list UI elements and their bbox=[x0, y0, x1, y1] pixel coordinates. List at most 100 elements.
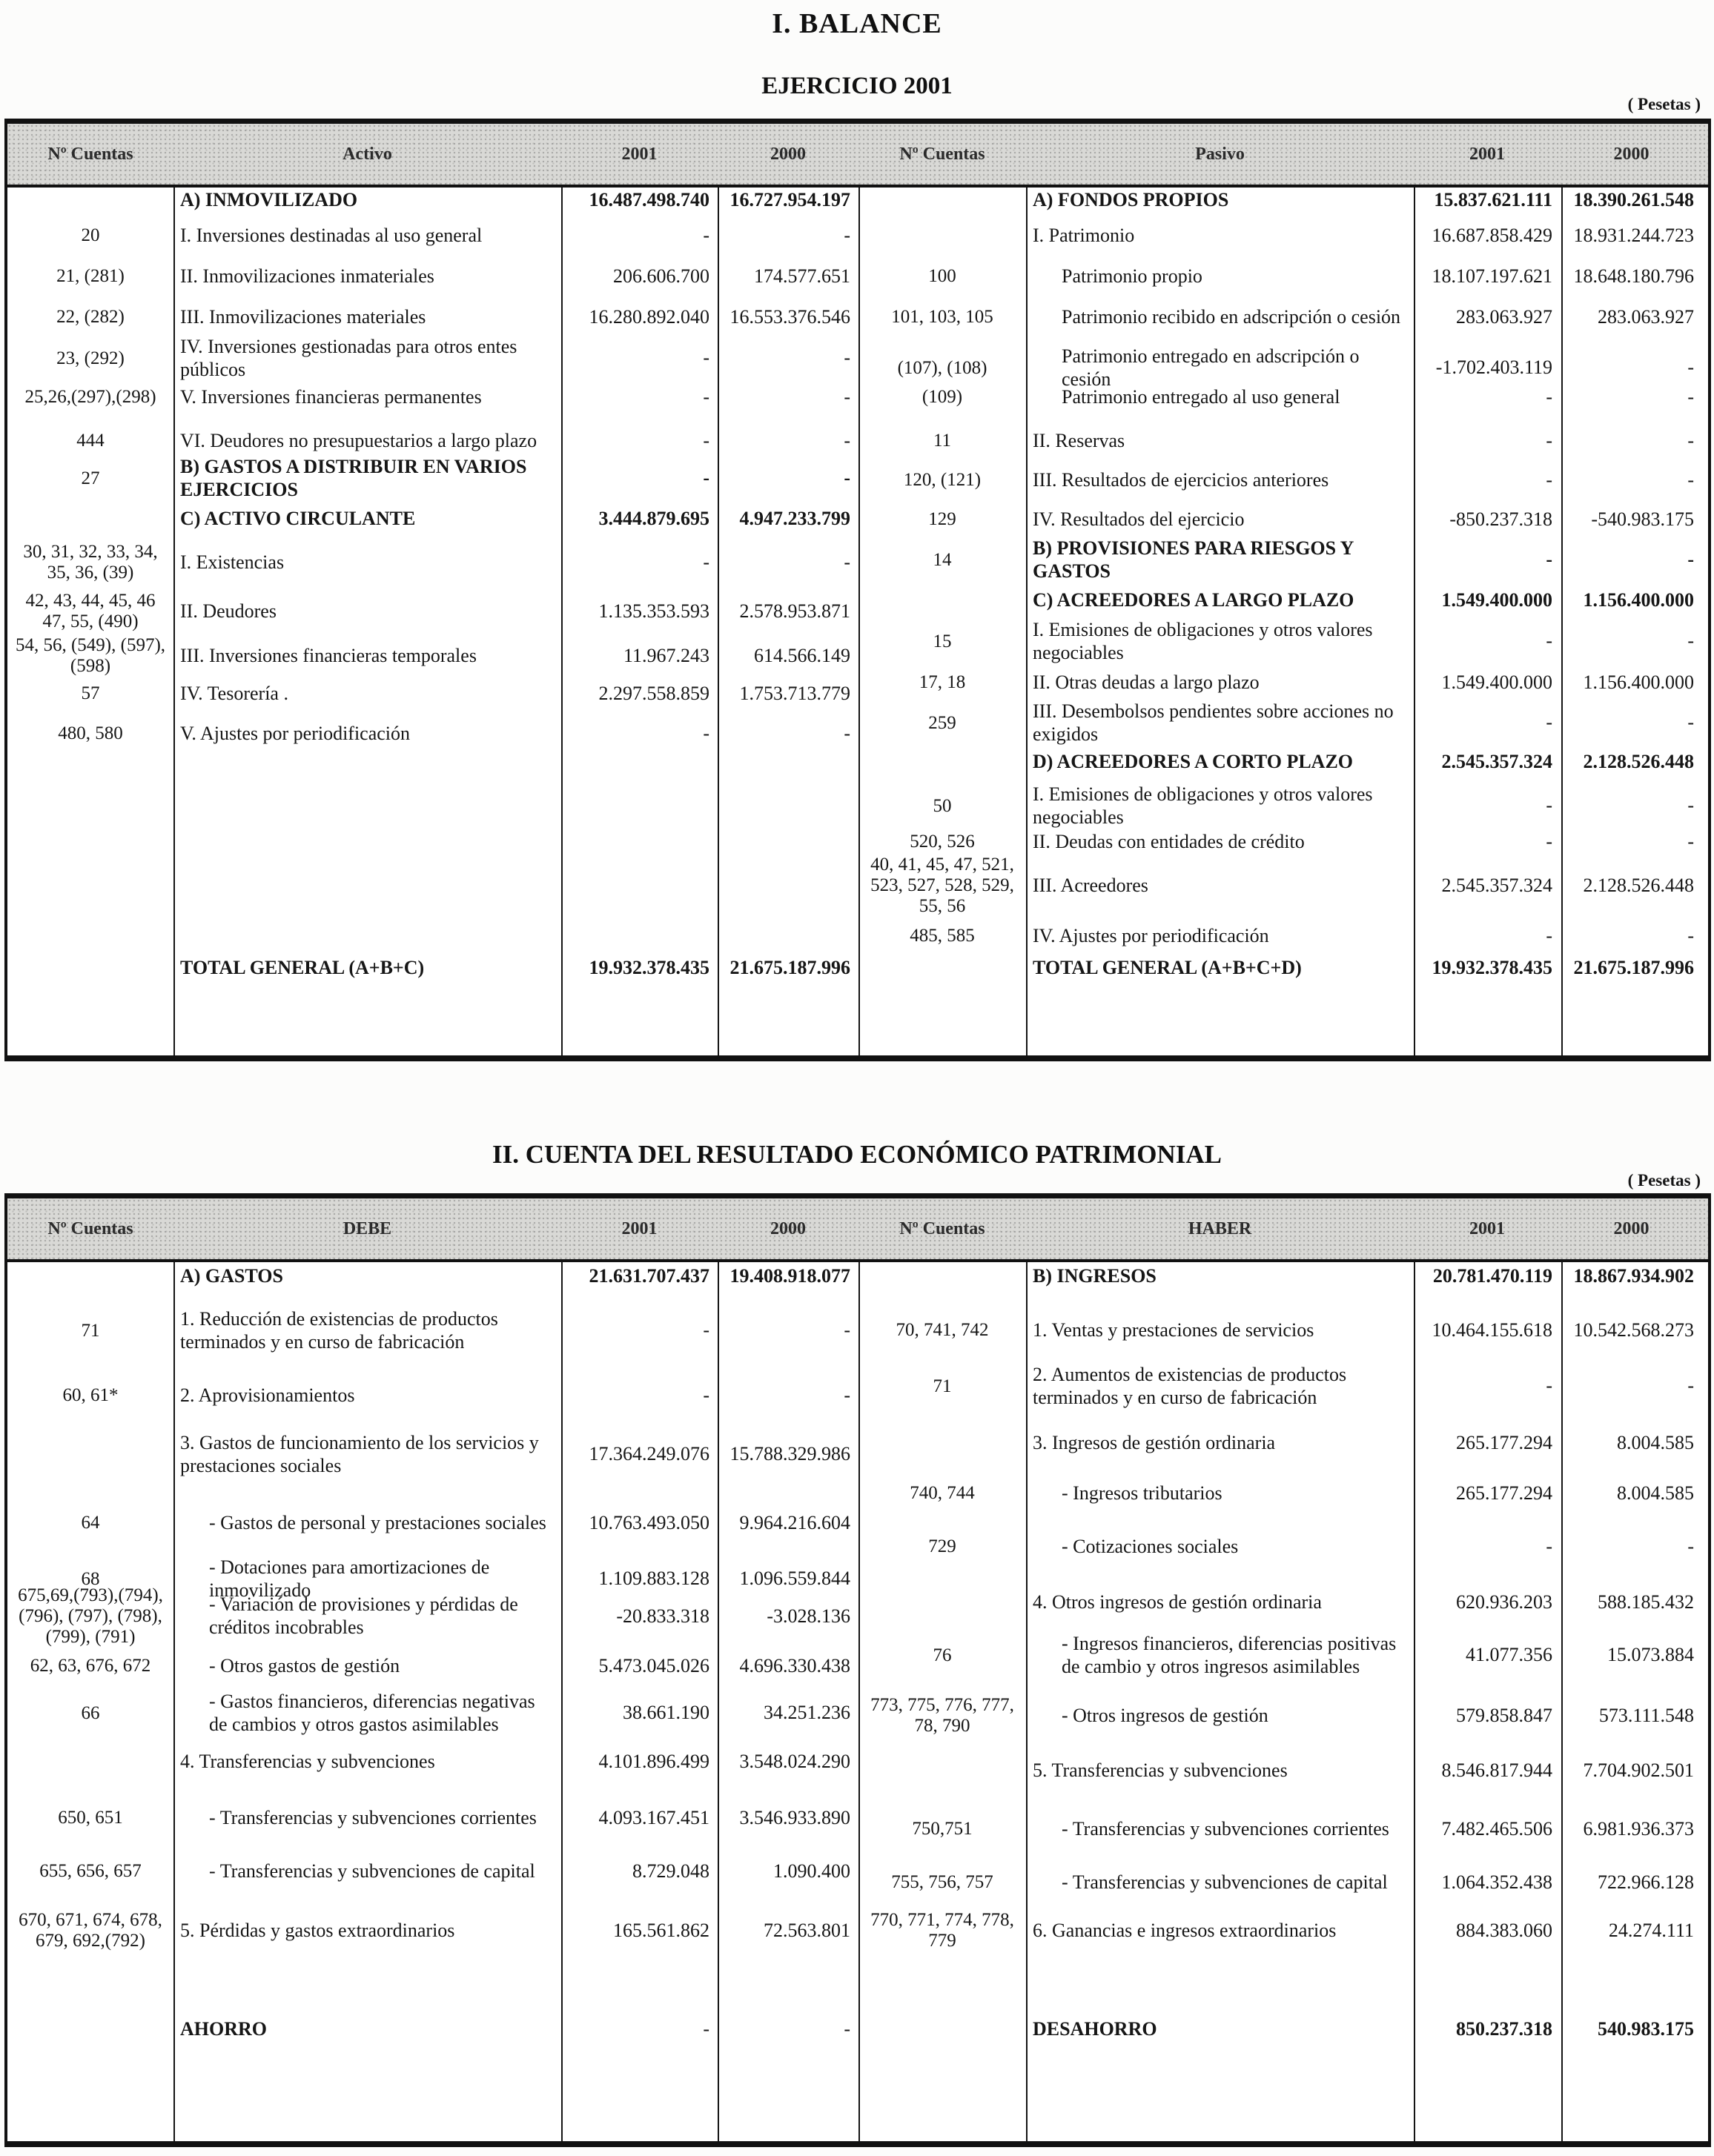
amount-2001-cell: - bbox=[1546, 712, 1552, 734]
cuentas-cell: 27 bbox=[81, 468, 100, 488]
cuentas-cell: 30, 31, 32, 33, 34, 35, 36, (39) bbox=[23, 542, 158, 583]
concept-cell: - Gastos de personal y prestaciones soci… bbox=[209, 1512, 546, 1533]
amount-2000-cell: 588.185.432 bbox=[1598, 1591, 1694, 1613]
cuentas-cell: 68 bbox=[81, 1568, 100, 1589]
amount-2001-cell: 850.237.318 bbox=[1456, 2018, 1552, 2040]
amount-2000-cell: 15.788.329.986 bbox=[729, 1443, 851, 1465]
amount-2000-cell: 34.251.236 bbox=[764, 1702, 850, 1724]
amount-2001-cell: 18.107.197.621 bbox=[1432, 265, 1553, 287]
amount-2000-cell: - bbox=[1687, 356, 1694, 379]
balance-table: Nº Cuentas Activo 2001 2000 Nº Cuentas P… bbox=[4, 119, 1711, 1061]
concept-cell: III. Resultados de ejercicios anteriores bbox=[1033, 469, 1329, 491]
amount-2000-cell: 8.004.585 bbox=[1617, 1432, 1694, 1453]
table-row: 485, 585 IV. Ajustes por periodificación -… bbox=[858, 925, 1702, 948]
amount-2001-cell: 10.763.493.050 bbox=[589, 1512, 710, 1533]
cuentas-cell: 76 bbox=[933, 1645, 952, 1665]
table-row: 675,69,(793),(794), (796), (797), (798),… bbox=[7, 1585, 858, 1648]
table-row: 64 - Gastos de personal y prestaciones so… bbox=[7, 1512, 858, 1535]
amount-2000-cell: 10.542.568.273 bbox=[1573, 1319, 1695, 1341]
concept-cell: I. Emisiones de obligaciones y otros val… bbox=[1033, 619, 1373, 663]
table-row: A) FONDOS PROPIOS 15.837.621.111 18.390.26… bbox=[858, 189, 1702, 212]
table-row: 101, 103, 105 Patrimonio recibido en adsc… bbox=[858, 306, 1702, 329]
section-2-title: II. CUENTA DEL RESULTADO ECONÓMICO PATRI… bbox=[492, 1140, 1222, 1169]
amount-2000-cell: - bbox=[1687, 630, 1694, 652]
header-2001: 2001 bbox=[621, 1218, 658, 1238]
concept-cell: Patrimonio propio bbox=[1062, 265, 1202, 287]
cuentas-cell: 22, (282) bbox=[56, 307, 125, 328]
concept-cell: C) ACREEDORES A LARGO PLAZO bbox=[1033, 589, 1354, 611]
header-2000: 2000 bbox=[1613, 1218, 1650, 1238]
concept-cell: - Transferencias y subvenciones de capit… bbox=[209, 1860, 535, 1882]
header-cuentas: Nº Cuentas bbox=[899, 144, 985, 164]
amount-2000-cell: - bbox=[1687, 831, 1694, 852]
table-row: 750,751 - Transferencias y subvenciones c… bbox=[858, 1818, 1702, 1841]
table-row: 20 I. Inversiones destinadas al uso gener… bbox=[7, 225, 858, 248]
table-row: I. Patrimonio 16.687.858.429 18.931.244.72… bbox=[858, 225, 1702, 248]
amount-2000-cell: 722.966.128 bbox=[1598, 1871, 1694, 1893]
column-divider bbox=[1026, 1198, 1028, 2141]
amount-2001-cell: -1.702.403.119 bbox=[1435, 356, 1552, 379]
concept-cell: - Otros ingresos de gestión bbox=[1062, 1704, 1268, 1726]
exercise-subtitle: EJERCICIO 2001 bbox=[761, 73, 953, 99]
header-cuentas: Nº Cuentas bbox=[47, 144, 133, 164]
table-row: DESAHORRO 850.237.318 540.983.175 bbox=[858, 2018, 1702, 2041]
amount-2001-cell: - bbox=[1546, 795, 1552, 817]
cuentas-cell bbox=[7, 1276, 173, 1277]
header-haber: HABER bbox=[1188, 1218, 1252, 1238]
amount-2001-cell: 16.487.498.740 bbox=[589, 189, 710, 210]
concept-cell: - Variación de provisiones y pérdidas de… bbox=[209, 1593, 518, 1638]
amount-2001-cell: - bbox=[703, 386, 709, 408]
column-divider bbox=[1561, 1198, 1563, 2141]
concept-cell: VI. Deudores no presupuestarios a largo … bbox=[180, 430, 537, 451]
amount-2000-cell: 72.563.801 bbox=[764, 1919, 850, 1941]
cuentas-cell: 773, 775, 776, 777, 78, 790 bbox=[870, 1695, 1014, 1736]
amount-2000-cell: 19.408.918.077 bbox=[729, 1265, 851, 1287]
currency-label: ( Pesetas ) bbox=[1627, 1171, 1701, 1190]
table-row: 3. Ingresos de gestión ordinaria 265.177.… bbox=[858, 1432, 1702, 1455]
table-row: 14 B) PROVISIONES PARA RIESGOS Y GASTOS - - bbox=[858, 537, 1702, 583]
amount-2000-cell: 18.390.261.548 bbox=[1573, 189, 1695, 210]
column-divider bbox=[173, 124, 175, 1055]
amount-2000-cell: - bbox=[1687, 548, 1694, 571]
amount-2000-cell: - bbox=[1687, 1375, 1694, 1397]
concept-cell: II. Otras deudas a largo plazo bbox=[1033, 671, 1260, 693]
amount-2000-cell: - bbox=[1687, 712, 1694, 734]
column-divider bbox=[1561, 124, 1563, 1055]
amount-2000-cell: 614.566.149 bbox=[754, 644, 850, 666]
amount-2001-cell: -20.833.318 bbox=[616, 1605, 709, 1627]
amount-2001-cell: 4.093.167.451 bbox=[598, 1807, 710, 1828]
cuentas-cell: 70, 741, 742 bbox=[896, 1320, 989, 1341]
amount-2000-cell: 21.675.187.996 bbox=[1573, 957, 1695, 978]
amount-2001-cell: 16.280.892.040 bbox=[589, 306, 710, 328]
concept-cell: Patrimonio entregado en adscripción o ce… bbox=[1062, 345, 1360, 390]
column-divider bbox=[858, 124, 860, 1055]
amount-2001-cell: 7.482.465.506 bbox=[1441, 1818, 1553, 1840]
amount-2000-cell: 16.727.954.197 bbox=[729, 189, 851, 210]
amount-2000-cell: - bbox=[844, 723, 850, 744]
cuentas-cell: 50 bbox=[933, 795, 952, 816]
concept-cell: IV. Resultados del ejercicio bbox=[1033, 508, 1245, 530]
header-2001: 2001 bbox=[1469, 1218, 1505, 1238]
concept-cell: II. Deudas con entidades de crédito bbox=[1033, 831, 1305, 852]
amount-2001-cell: - bbox=[1546, 831, 1552, 852]
column-divider bbox=[561, 1198, 563, 2141]
cuentas-cell: 480, 580 bbox=[58, 723, 123, 744]
cuentas-cell: (109) bbox=[921, 387, 963, 408]
cuentas-cell bbox=[7, 968, 173, 969]
amount-2000-cell: - bbox=[844, 347, 850, 369]
concept-cell: I. Inversiones destinadas al uso general bbox=[180, 225, 483, 246]
table-row: D) ACREEDORES A CORTO PLAZO 2.545.357.324… bbox=[858, 751, 1702, 774]
concept-cell: - Otros gastos de gestión bbox=[209, 1655, 400, 1676]
header-2001: 2001 bbox=[1469, 144, 1505, 164]
cuentas-cell: 729 bbox=[928, 1536, 956, 1557]
amount-2001-cell: - bbox=[703, 467, 709, 489]
header-pasivo: Pasivo bbox=[1195, 144, 1245, 164]
cuentas-cell: 64 bbox=[81, 1513, 100, 1533]
header-2000: 2000 bbox=[770, 1218, 806, 1238]
amount-2001-cell: 579.858.847 bbox=[1456, 1704, 1552, 1726]
header-debe: DEBE bbox=[343, 1218, 392, 1238]
concept-cell: - Cotizaciones sociales bbox=[1062, 1536, 1239, 1557]
page-title: I. BALANCE bbox=[772, 8, 942, 39]
column-divider bbox=[1026, 124, 1028, 1055]
concept-cell: B) INGRESOS bbox=[1033, 1265, 1157, 1287]
